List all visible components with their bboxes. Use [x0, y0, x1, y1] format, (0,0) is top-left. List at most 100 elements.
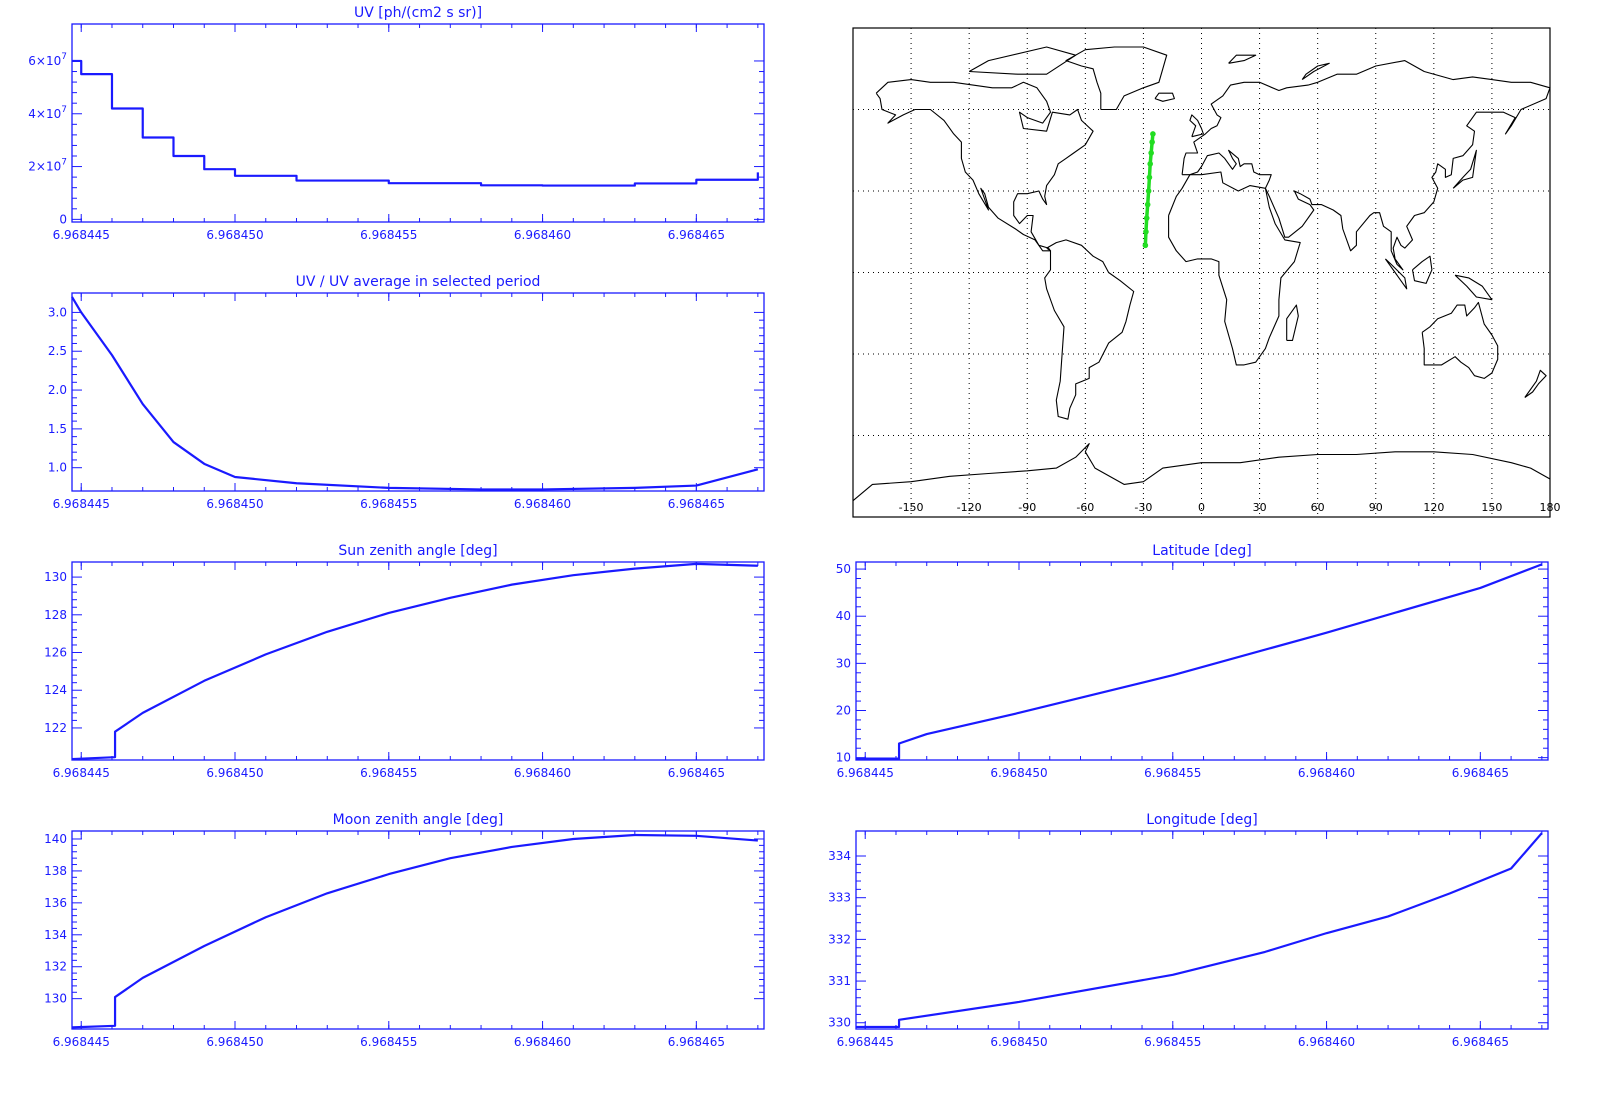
y-tick-label: 1.0	[48, 461, 67, 475]
y-tick-label: 122	[44, 721, 67, 735]
coastline-north-america	[875, 79, 1094, 252]
chart-title: UV / UV average in selected period	[296, 274, 541, 290]
chart-title: Moon zenith angle [deg]	[333, 812, 504, 828]
y-tick-label: 136	[44, 896, 67, 910]
longitude-tick-label: -90	[1018, 501, 1036, 514]
y-tick-label: 138	[44, 864, 67, 878]
y-tick-label: 50	[836, 562, 851, 576]
x-tick-label: 6.968445	[53, 766, 110, 780]
coastline-australia	[1421, 301, 1499, 379]
x-tick-label: 6.968450	[206, 497, 263, 511]
y-tick-label: 0	[59, 212, 67, 226]
plot-frame	[71, 830, 765, 1030]
x-tick-label: 6.968445	[837, 766, 894, 780]
longitude-tick-label: -120	[957, 501, 982, 514]
coastline-arctic-islands	[968, 46, 1077, 75]
series-line	[71, 562, 758, 761]
chart-title: Latitude [deg]	[1152, 543, 1251, 559]
coastline-south-america	[1044, 239, 1135, 420]
y-tick-label: 330	[828, 1016, 851, 1030]
y-tick-label: 2.5	[48, 344, 67, 358]
coastline-novaya-zemlya	[1301, 62, 1330, 81]
series-line	[71, 833, 758, 1029]
y-tick-label: 126	[44, 646, 67, 660]
y-tick-label: 2×107	[28, 158, 67, 174]
y-tick-label: 40	[836, 609, 851, 623]
plot-frame	[855, 830, 1549, 1030]
x-tick-label: 6.968450	[206, 1035, 263, 1049]
series-line	[856, 563, 1543, 760]
series-line	[856, 832, 1543, 1029]
latitude-chart: Latitude [deg] 6.968445 6.968450 6.968455 6.…	[836, 543, 1549, 780]
y-tick-label: 3.0	[48, 305, 67, 319]
coastline-japan	[1452, 149, 1477, 189]
sun-zenith-chart: Sun zenith angle [deg] 6.968445 6.968450 6.…	[44, 543, 765, 780]
y-tick-label: 332	[828, 932, 851, 946]
coastlines	[852, 46, 1551, 502]
x-tick-label: 6.968455	[360, 1035, 417, 1049]
coastline-svalbard	[1228, 54, 1257, 64]
x-tick-label: 6.968465	[668, 228, 725, 242]
x-tick-label: 6.968450	[990, 1035, 1047, 1049]
y-tick-label: 10	[836, 751, 851, 765]
x-tick-label: 6.968455	[1144, 1035, 1201, 1049]
x-tick-label: 6.968460	[514, 497, 571, 511]
x-tick-label: 6.968465	[668, 766, 725, 780]
x-tick-label: 6.968450	[206, 228, 263, 242]
x-tick-label: 6.968465	[1452, 766, 1509, 780]
moon-zenith-chart: Moon zenith angle [deg] 6.968445 6.968450 6…	[44, 812, 765, 1049]
y-tick-label: 134	[44, 928, 67, 942]
plot-frame	[71, 561, 765, 761]
longitude-tick-label: 0	[1198, 501, 1205, 514]
x-tick-label: 6.968445	[53, 228, 110, 242]
chart-title: Longitude [deg]	[1146, 812, 1257, 828]
longitude-tick-label: 30	[1253, 501, 1267, 514]
longitude-tick-label: -60	[1076, 501, 1094, 514]
longitude-tick-label: -150	[899, 501, 924, 514]
y-tick-label: 334	[828, 849, 851, 863]
longitude-tick-label: 150	[1481, 501, 1502, 514]
y-tick-label: 4×107	[28, 105, 67, 121]
coastline-antarctica	[852, 443, 1551, 502]
chart-title: Sun zenith angle [deg]	[338, 543, 497, 559]
longitude-tick-label: 90	[1369, 501, 1383, 514]
coastline-greenland	[1065, 46, 1168, 111]
track-line	[1143, 133, 1155, 246]
x-tick-label: 6.968455	[360, 497, 417, 511]
y-tick-label: 2.0	[48, 383, 67, 397]
satellite-track	[1142, 131, 1156, 249]
longitude-tick-label: 120	[1423, 501, 1444, 514]
y-tick-label: 128	[44, 608, 67, 622]
y-tick-label: 132	[44, 960, 67, 974]
y-tick-label: 124	[44, 683, 67, 697]
y-tick-label: 20	[836, 704, 851, 718]
coastline-iceland	[1154, 92, 1175, 102]
y-tick-label: 331	[828, 974, 851, 988]
x-tick-label: 6.968460	[1298, 1035, 1355, 1049]
y-tick-label: 1.5	[48, 422, 67, 436]
x-tick-label: 6.968450	[206, 766, 263, 780]
y-tick-label: 140	[44, 832, 67, 846]
coastline-new-zealand	[1524, 369, 1547, 398]
y-tick-label: 30	[836, 656, 851, 670]
x-tick-label: 6.968455	[360, 228, 417, 242]
y-tick-label: 130	[44, 992, 67, 1006]
y-tick-label: 6×107	[28, 52, 67, 68]
x-tick-label: 6.968460	[514, 228, 571, 242]
coastline-africa	[1168, 171, 1301, 366]
x-tick-label: 6.968455	[360, 766, 417, 780]
y-tick-label: 333	[828, 891, 851, 905]
coastline-eurasia	[1181, 60, 1551, 271]
longitude-tick-label: 180	[1540, 501, 1561, 514]
world-map-track: -150 -120 -90 -60 -30 0 30 60 90 120 150 180	[852, 27, 1561, 518]
coastline-indonesia	[1384, 258, 1408, 290]
series-line	[71, 296, 759, 491]
x-tick-label: 6.968445	[53, 1035, 110, 1049]
coastline-new-guinea	[1454, 274, 1493, 301]
longitude-tick-label: -30	[1134, 501, 1152, 514]
x-tick-label: 6.968460	[514, 1035, 571, 1049]
plot-frame	[855, 561, 1549, 761]
x-tick-label: 6.968445	[53, 497, 110, 511]
series-line	[72, 59, 759, 187]
